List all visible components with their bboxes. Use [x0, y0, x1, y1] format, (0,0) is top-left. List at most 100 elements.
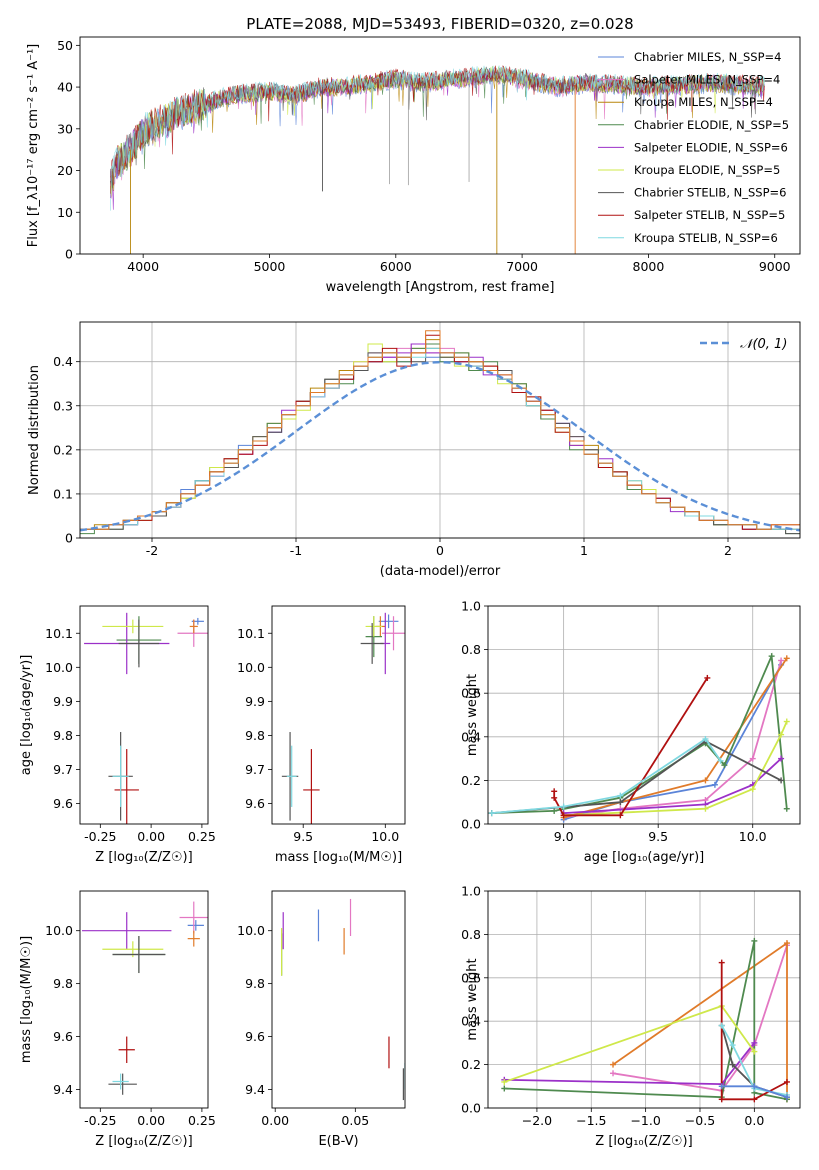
x-axis-label: Z [log₁₀(Z/Z☉)] [95, 1134, 192, 1149]
y-tick-label: 0.4 [461, 729, 481, 744]
weight-series-line [563, 721, 788, 817]
x-tick-label: -2 [146, 543, 158, 558]
y-tick-label: 0.4 [461, 1014, 481, 1029]
weight-series-line [612, 945, 788, 1092]
y-tick-label: 9.9 [53, 694, 73, 709]
y-tick-label: 1.0 [461, 884, 481, 899]
spectrum-lines [110, 65, 765, 254]
mass-weight-vs-age-panel: 9.0 9.5 10.0 0.0 0.2 0.4 0.6 0.8 1.0 age [log₁₀(a… [461, 599, 801, 865]
x-tick-label: 0.25 [188, 829, 216, 844]
x-tick-label: 2 [724, 543, 732, 558]
x-axis-label: wavelength [Angstrom, rest frame] [326, 280, 555, 295]
age-vs-metallicity-panel: -0.25 0.00 0.25 9.6 9.7 9.8 9.9 10.0 10.1 Z [log₁… [19, 605, 216, 865]
y-tick-label: 9.8 [245, 976, 265, 991]
x-tick-label: 4000 [127, 259, 159, 274]
y-tick-label: 0.1 [53, 486, 73, 501]
y-tick-label: 9.8 [53, 728, 73, 743]
x-tick-label: -1 [290, 543, 302, 558]
x-tick-label: 9.5 [293, 829, 313, 844]
x-tick-label: 0.00 [261, 1113, 289, 1128]
x-tick-label: −1.5 [576, 1113, 606, 1128]
y-tick-label: 9.4 [53, 1082, 73, 1097]
y-tick-label: 0.8 [461, 927, 481, 942]
y-tick-label: 9.6 [53, 796, 73, 811]
x-axis-label: (data-model)/error [380, 564, 501, 579]
plot-frame [79, 890, 209, 1109]
spectrum-panel: 4000 5000 6000 7000 8000 9000 0 10 20 30 40 50 wavel… [26, 36, 801, 295]
x-tick-label: 9000 [759, 259, 791, 274]
histogram-steps [80, 330, 800, 535]
plot-frame [79, 605, 209, 825]
plot-frame [79, 321, 801, 539]
x-tick-label: 0.25 [188, 1113, 216, 1128]
legend-label: Kroupa ELODIE, N_SSP=5 [634, 163, 780, 177]
plot-frame [487, 890, 801, 1109]
plot-frame [487, 605, 801, 825]
x-tick-label: 8000 [633, 259, 665, 274]
y-tick-label: 0.0 [461, 817, 481, 832]
x-axis-label: mass [log₁₀(M/M☉)] [275, 850, 402, 865]
age-vs-mass-panel: 9.5 10.0 9.6 9.7 9.8 9.9 10.0 10.1 mass [log₁₀(M… [237, 605, 406, 865]
y-tick-label: 0.6 [461, 970, 481, 985]
y-tick-label: 10.0 [45, 660, 73, 675]
legend-label: Chabrier STELIB, N_SSP=6 [634, 186, 786, 200]
legend-label: Kroupa MILES, N_SSP=4 [634, 95, 773, 109]
y-tick-label: 10.1 [237, 626, 265, 641]
weight-series-line [504, 1042, 756, 1086]
y-axis-label: mass [log₁₀(M/M☉)] [19, 936, 34, 1063]
y-tick-label: 0.0 [461, 1101, 481, 1116]
normal-reference-curve [80, 360, 800, 532]
y-tick-label: 10.0 [237, 923, 265, 938]
y-axis-label: mass weight [465, 674, 480, 756]
x-axis-label: E(B-V) [318, 1134, 358, 1149]
x-tick-label: 0.00 [137, 1113, 165, 1128]
y-tick-label: 0.8 [461, 642, 481, 657]
y-tick-label: 20 [57, 163, 73, 178]
legend-label: Salpeter STELIB, N_SSP=5 [634, 208, 785, 222]
y-tick-label: 9.7 [53, 762, 73, 777]
legend-label: Salpeter MILES, N_SSP=4 [634, 73, 780, 87]
x-tick-label: 0.05 [341, 1113, 369, 1128]
weight-series-line [563, 757, 782, 814]
y-tick-label: 9.6 [53, 1029, 73, 1044]
x-axis-label: Z [log₁₀(Z/Z☉)] [595, 1134, 692, 1149]
x-tick-label: 10.0 [371, 829, 399, 844]
y-tick-label: 0 [65, 531, 73, 546]
x-tick-label: −1.0 [630, 1113, 660, 1128]
weight-series-line [563, 657, 788, 819]
x-tick-label: 10.0 [739, 829, 767, 844]
plot-frame [271, 890, 406, 1109]
weight-series-line [504, 1004, 756, 1083]
x-tick-label: 9.5 [648, 829, 668, 844]
x-tick-label: 7000 [506, 259, 538, 274]
x-tick-label: 0.0 [744, 1113, 764, 1128]
y-tick-label: 10.0 [237, 660, 265, 675]
plot-frame [271, 605, 406, 825]
error-bar-points [84, 612, 208, 824]
histogram-series [80, 330, 800, 530]
x-tick-label: -0.25 [84, 1113, 116, 1128]
y-tick-label: 10 [57, 205, 73, 220]
x-tick-label: -0.25 [84, 829, 116, 844]
spectrum-series-line [110, 65, 765, 211]
y-tick-label: 9.6 [245, 796, 265, 811]
weight-series [501, 937, 790, 1103]
y-axis-label: mass weight [465, 958, 480, 1040]
mass-vs-extinction-panel: 0.00 0.05 9.4 9.6 9.8 10.0 E(B-V) [237, 890, 406, 1149]
figure-title: PLATE=2088, MJD=53493, FIBERID=0320, z=0… [246, 15, 633, 33]
y-tick-label: 0 [65, 247, 73, 262]
y-tick-label: 1.0 [461, 599, 481, 614]
weight-series-line [563, 660, 782, 819]
y-tick-label: 40 [57, 80, 73, 95]
y-tick-label: 9.6 [245, 1029, 265, 1044]
y-tick-label: 0.2 [53, 442, 73, 457]
y-axis-label: Normed distribution [27, 365, 42, 495]
error-bar-points [281, 612, 405, 824]
x-tick-label: 0 [436, 543, 444, 558]
y-tick-label: 30 [57, 121, 73, 136]
x-tick-label: 6000 [380, 259, 412, 274]
y-tick-label: 9.7 [245, 762, 265, 777]
y-tick-label: 0.2 [461, 773, 481, 788]
legend-label: Chabrier ELODIE, N_SSP=5 [634, 118, 789, 132]
x-tick-label: 9.0 [554, 829, 574, 844]
